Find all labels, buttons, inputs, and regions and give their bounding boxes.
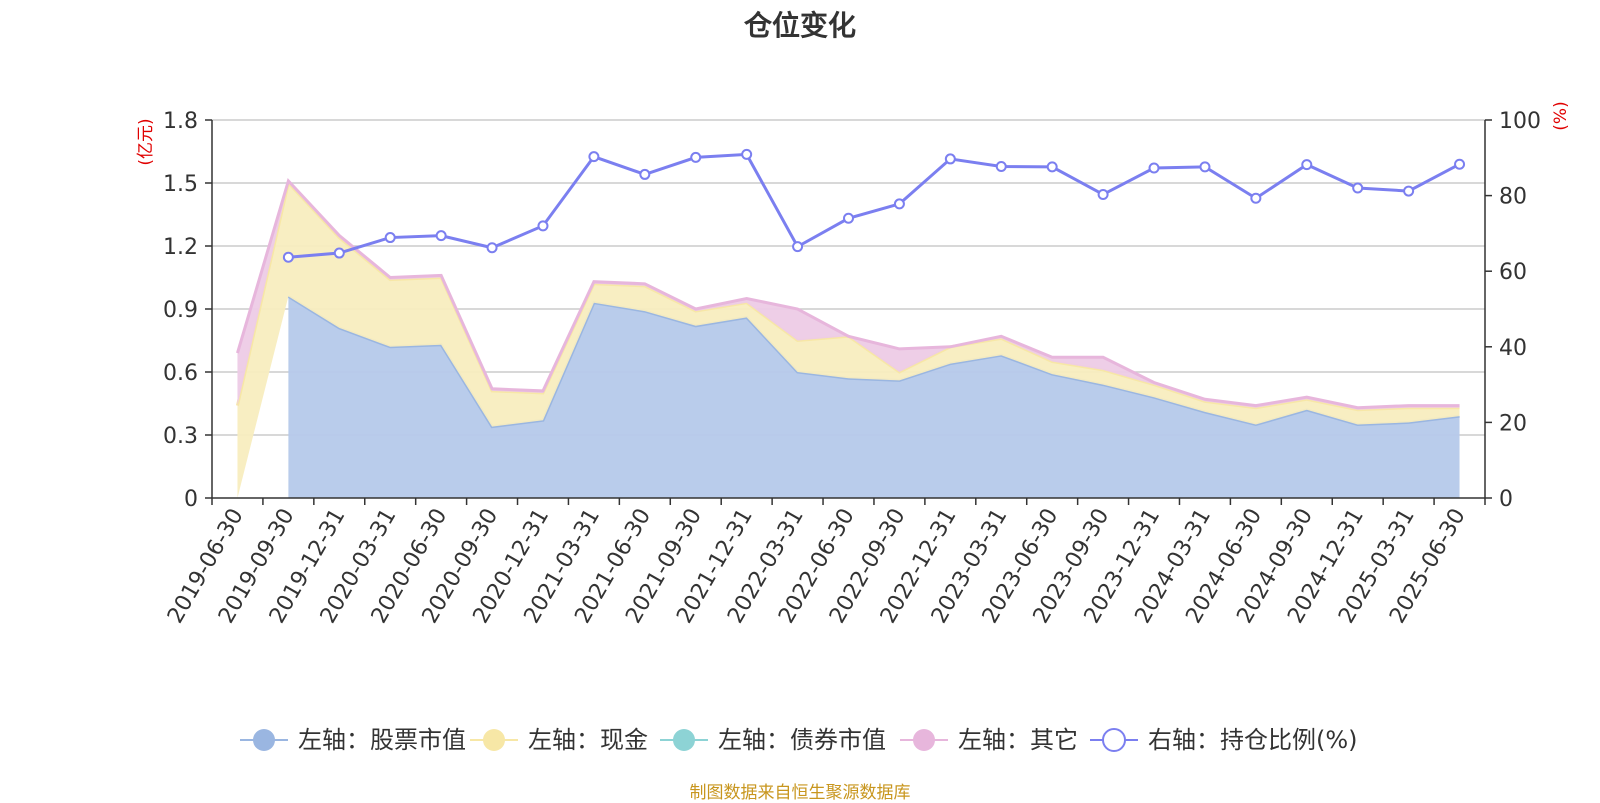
legend-marker xyxy=(483,729,505,751)
legend-label: 左轴：现金 xyxy=(528,726,648,754)
ratio-point xyxy=(690,151,702,163)
legend-item-4[interactable]: 左轴：其它 xyxy=(900,726,1078,754)
ratio-point xyxy=(741,148,753,160)
right-axis-tick-label: 0 xyxy=(1499,487,1513,512)
ratio-point xyxy=(995,160,1007,172)
legend-item-3[interactable]: 左轴：债券市值 xyxy=(660,726,886,754)
left-axis-tick-label: 1.8 xyxy=(163,109,198,134)
left-axis-tick-label: 1.5 xyxy=(163,172,198,197)
legend-item-1[interactable]: 左轴：股票市值 xyxy=(240,726,466,754)
ratio-point xyxy=(944,153,956,165)
ratio-point xyxy=(1046,161,1058,173)
ratio-point xyxy=(537,220,549,232)
legend-item-2[interactable]: 左轴：现金 xyxy=(470,726,648,754)
left-axis-tick-label: 0.3 xyxy=(163,424,198,449)
left-axis-tick-label: 1.2 xyxy=(163,235,198,260)
ratio-point xyxy=(1301,159,1313,171)
right-axis-tick-label: 60 xyxy=(1499,260,1527,285)
ratio-line-layer xyxy=(282,148,1466,263)
ratio-point xyxy=(486,242,498,254)
ratio-point xyxy=(1097,188,1109,200)
right-axis-tick-label: 20 xyxy=(1499,411,1527,436)
stacked-areas xyxy=(235,177,1460,498)
ratio-point xyxy=(282,251,294,263)
legend[interactable]: 左轴：股票市值 左轴：现金 左轴：债券市值 左轴：其它 右轴：持仓比例(%) xyxy=(240,726,1358,754)
legend-marker xyxy=(673,729,695,751)
legend-label: 左轴：股票市值 xyxy=(298,726,466,754)
ratio-point xyxy=(333,247,345,259)
legend-marker xyxy=(1102,728,1126,752)
left-axis-tick-label: 0.6 xyxy=(163,361,198,386)
ratio-point xyxy=(1352,182,1364,194)
ratio-point xyxy=(843,212,854,224)
ratio-point xyxy=(1454,158,1466,170)
right-axis-tick-label: 100 xyxy=(1499,109,1541,134)
left-axis-tick-label: 0.9 xyxy=(163,298,198,323)
ratio-point xyxy=(1250,192,1262,204)
legend-marker xyxy=(913,729,935,751)
ratio-point xyxy=(1403,185,1415,197)
legend-label: 右轴：持仓比例(%) xyxy=(1148,726,1358,754)
ratio-point xyxy=(893,198,905,210)
ratio-point xyxy=(1148,162,1160,174)
ratio-point xyxy=(588,151,600,163)
ratio-point xyxy=(639,168,651,180)
right-axis-tick-label: 80 xyxy=(1499,185,1527,210)
chart-title: 仓位变化 xyxy=(743,9,856,42)
legend-item-5[interactable]: 右轴：持仓比例(%) xyxy=(1090,726,1358,754)
ratio-point xyxy=(384,232,396,244)
legend-label: 左轴：债券市值 xyxy=(718,726,886,754)
ratio-point xyxy=(435,230,447,242)
legend-label: 左轴：其它 xyxy=(958,726,1078,754)
data-source-note: 制图数据来自恒生聚源数据库 xyxy=(689,783,911,803)
left-axis-tick-label: 0 xyxy=(184,487,198,512)
right-axis-tick-label: 40 xyxy=(1499,336,1527,361)
ratio-point xyxy=(792,241,804,253)
legend-marker xyxy=(253,729,275,751)
area-series-1 xyxy=(288,296,1460,498)
left-axis-unit: (亿元) xyxy=(136,118,156,165)
ratio-point xyxy=(1199,161,1211,173)
area-series-2 xyxy=(237,183,1460,498)
area-series-4-edge xyxy=(236,177,1460,410)
right-axis-unit: (%) xyxy=(1551,101,1571,130)
ratio-line xyxy=(288,152,1461,259)
